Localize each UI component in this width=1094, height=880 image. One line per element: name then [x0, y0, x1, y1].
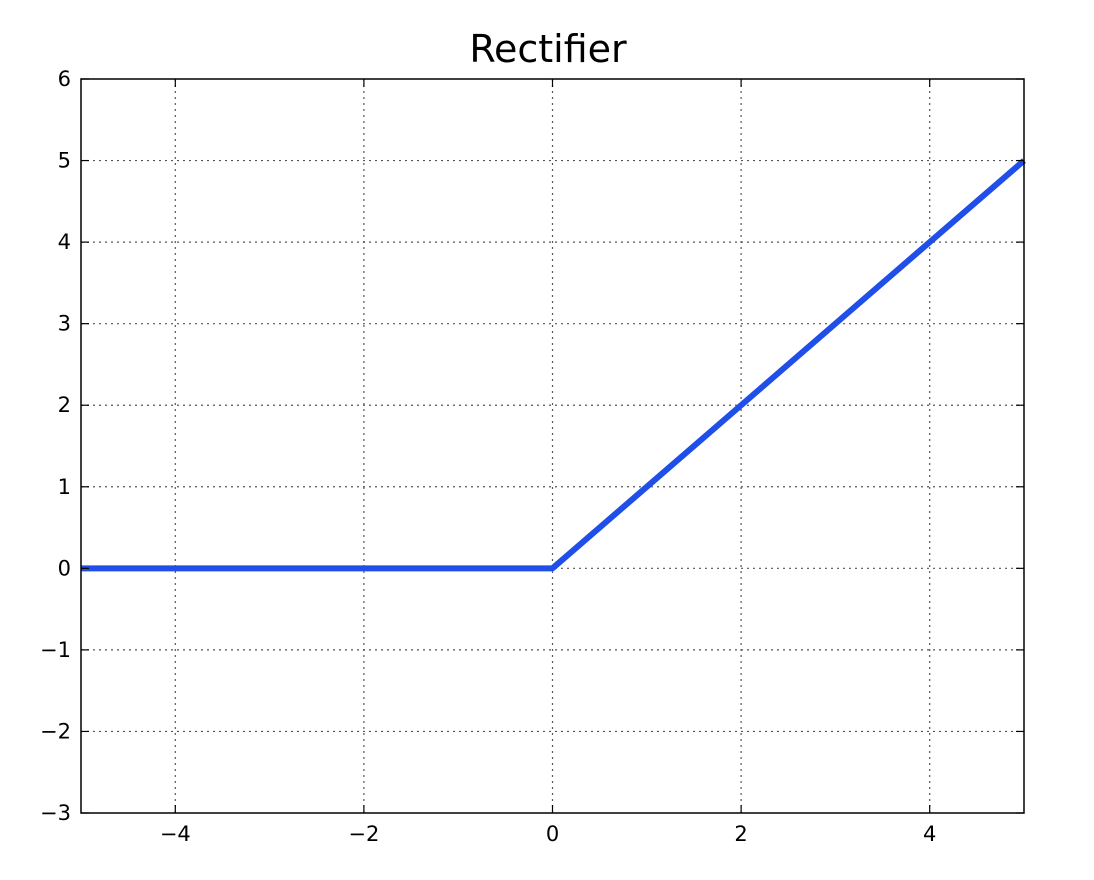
- x-tick-label: −2: [348, 822, 379, 846]
- x-tick-label: 4: [923, 822, 936, 846]
- chart-title: Rectifier: [469, 27, 627, 71]
- y-tick-label: −2: [40, 719, 71, 743]
- x-tick-label: 0: [546, 822, 559, 846]
- y-tick-label: 6: [58, 67, 71, 91]
- y-tick-label: 5: [58, 149, 71, 173]
- y-tick-label: 3: [58, 312, 71, 336]
- y-tick-label: 1: [58, 475, 71, 499]
- y-tick-label: 4: [58, 230, 71, 254]
- y-tick-label: −1: [40, 638, 71, 662]
- x-tick-label: −4: [160, 822, 191, 846]
- series-line: [81, 158, 1026, 572]
- x-tick-label: 2: [734, 822, 747, 846]
- y-tick-label: 0: [58, 556, 71, 580]
- plot-area: −4 −2 0 2 4 −3 −2 −1 0 1 2 3 4 5 6: [40, 67, 1026, 846]
- y-tick-label: 2: [58, 393, 71, 417]
- y-tick-label: −3: [40, 801, 71, 825]
